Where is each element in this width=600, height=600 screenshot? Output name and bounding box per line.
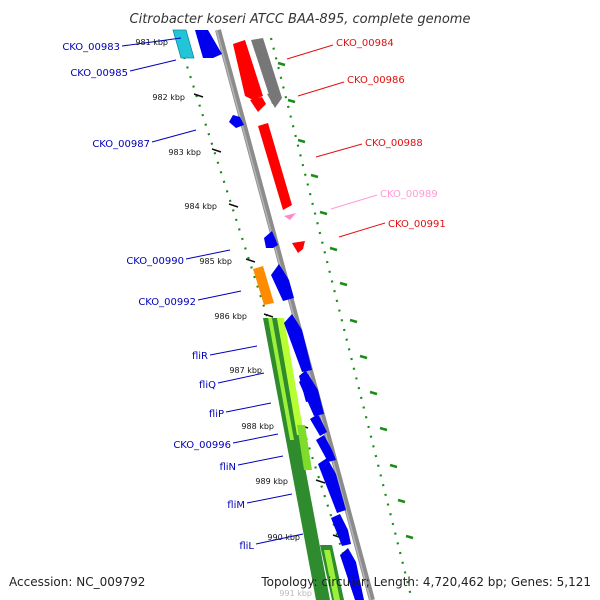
- map-title: Citrobacter koseri ATCC BAA-895, complet…: [130, 12, 471, 27]
- label-flir: fliR: [192, 351, 208, 362]
- gene-cko-00989: [284, 213, 296, 220]
- gene-cko-00990: [264, 231, 278, 248]
- tick-990: 990 kbp: [267, 533, 300, 542]
- outer-feature-ticks: [277, 61, 414, 540]
- label-flip: fliP: [209, 409, 224, 420]
- fli-operon-green: [263, 318, 330, 600]
- gene-flim: [318, 458, 346, 513]
- gene-flil-next: [340, 548, 364, 600]
- label-fliq: fliQ: [199, 380, 216, 391]
- tick-989: 989 kbp: [255, 477, 288, 486]
- label-cko-00989: CKO_00989: [380, 189, 438, 200]
- tick-987: 987 kbp: [229, 366, 262, 375]
- tick-982: 982 kbp: [152, 93, 185, 102]
- tick-981: 981 kbp: [135, 38, 168, 47]
- label-cko-00996: CKO_00996: [173, 440, 231, 451]
- gene-flir: [284, 314, 312, 372]
- gene-cko-00986: [250, 97, 266, 112]
- label-cko-00986: CKO_00986: [347, 75, 405, 86]
- label-cko-00988: CKO_00988: [365, 138, 423, 149]
- label-cko-00983: CKO_00983: [62, 42, 120, 53]
- gene-cko-00992-orange: [253, 266, 274, 305]
- label-flil: fliL: [239, 541, 254, 552]
- label-flim: fliM: [227, 500, 245, 511]
- label-cko-00992: CKO_00992: [138, 297, 196, 308]
- topology-text: Topology: circular; Length: 4,720,462 bp…: [260, 575, 591, 589]
- gene-cko-00992: [271, 264, 294, 301]
- label-cko-00991: CKO_00991: [388, 219, 446, 230]
- tick-984: 984 kbp: [184, 202, 217, 211]
- label-cko-00985: CKO_00985: [70, 68, 128, 79]
- gene-cko-00996: [310, 414, 327, 436]
- gene-cko-00987: [229, 115, 244, 128]
- tick-985: 985 kbp: [199, 257, 232, 266]
- tick-988: 988 kbp: [241, 422, 274, 431]
- label-flin: fliN: [219, 462, 236, 473]
- tick-986: 986 kbp: [214, 312, 247, 321]
- gene-flin: [316, 435, 336, 462]
- forward-gene-labels: CKO_00983 CKO_00985 CKO_00987 CKO_00990 …: [62, 37, 304, 552]
- label-cko-00987: CKO_00987: [92, 139, 150, 150]
- tick-labels: 981 kbp 982 kbp 983 kbp 984 kbp 985 kbp …: [135, 38, 312, 598]
- label-cko-00990: CKO_00990: [126, 256, 184, 267]
- tick-983: 983 kbp: [168, 148, 201, 157]
- tick-991: 991 kbp: [279, 589, 312, 598]
- gene-cko-00991: [292, 241, 305, 253]
- gene-cko-00983: [172, 29, 195, 59]
- gene-flil: [331, 514, 351, 546]
- gene-cko-00988: [258, 123, 292, 210]
- gene-cko-00984: [233, 40, 263, 100]
- gene-cko-00983-arrow: [195, 30, 222, 58]
- label-cko-00984: CKO_00984: [336, 38, 394, 49]
- inner-guide-line: [176, 37, 360, 600]
- fli-operon-lime: [277, 318, 304, 435]
- gene-flip: [299, 374, 324, 416]
- gene-cko-00986-gray: [251, 38, 282, 104]
- reverse-gene-labels: CKO_00984 CKO_00986 CKO_00988 CKO_00989 …: [286, 38, 446, 238]
- accession-text: Accession: NC_009792: [9, 575, 145, 589]
